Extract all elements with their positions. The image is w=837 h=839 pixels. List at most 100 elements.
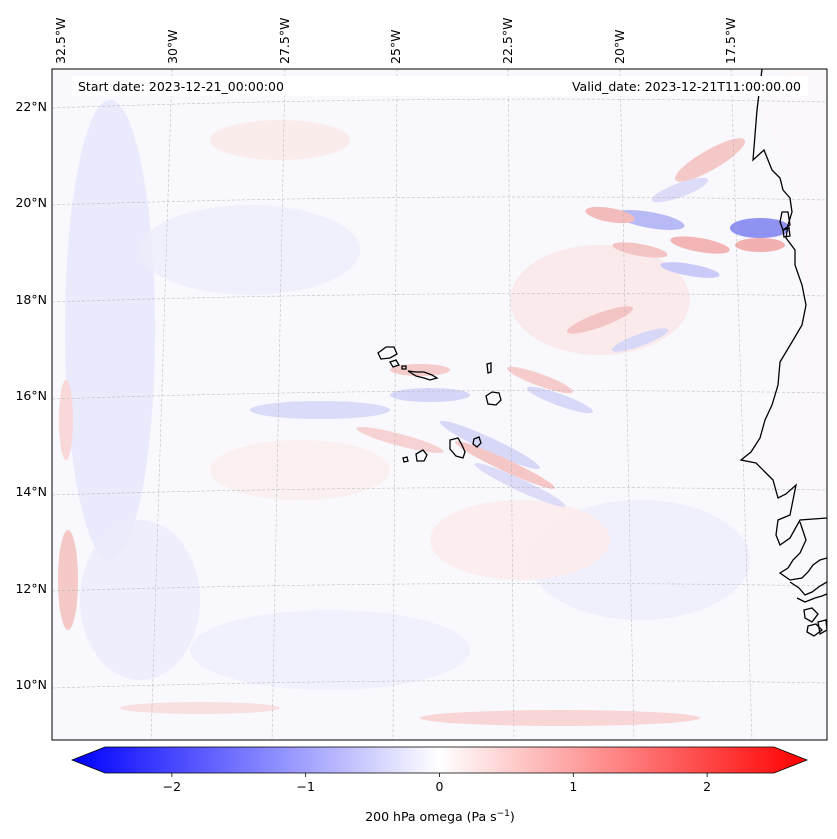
omega-blob	[527, 386, 593, 414]
island-outline	[779, 211, 791, 232]
colorbar-bar	[70, 746, 809, 774]
omega-blob	[735, 238, 785, 252]
longitude-gridline	[619, 69, 635, 740]
island-sal	[486, 362, 492, 374]
latitude-gridline	[52, 583, 827, 592]
coastline	[377, 69, 827, 637]
africa-coastline	[778, 521, 827, 581]
latitude-label: 14°N	[15, 484, 47, 499]
island-sao-nicolau	[407, 370, 439, 381]
omega-blob	[58, 530, 78, 630]
island-boa-vista	[485, 391, 502, 406]
start-date-label: Start date: 2023-12-21_00:00:00	[78, 79, 284, 94]
latitude-gridline	[52, 196, 827, 206]
latitude-label: 20°N	[15, 195, 47, 210]
africa-coastline	[796, 593, 827, 603]
latitude-gridline	[52, 390, 827, 400]
longitude-label: 22.5°W	[500, 18, 515, 64]
colorbar-label: 200 hPa omega (Pa s−1)	[365, 809, 515, 824]
latitude-labels: 22°N 20°N 18°N 16°N 14°N 12°N 10°N	[15, 99, 47, 692]
island-outline	[782, 227, 791, 238]
omega-blob	[65, 100, 155, 560]
omega-blob	[675, 138, 745, 182]
island-sao-vicente	[389, 359, 400, 368]
island-santiago	[449, 437, 466, 459]
latitude-label: 18°N	[15, 292, 47, 307]
longitude-gridline	[52, 69, 53, 120]
omega-blob	[120, 702, 280, 714]
africa-coastline	[739, 69, 827, 547]
omega-blob	[651, 177, 709, 203]
omega-blob	[730, 218, 790, 238]
latitude-label: 12°N	[15, 581, 47, 596]
colorbar-tick-label: −1	[296, 779, 314, 794]
omega-blob	[615, 210, 685, 230]
longitude-gridline	[392, 69, 398, 740]
colorbar-label-close: )	[510, 809, 515, 824]
header-bar	[72, 76, 808, 96]
omega-blob	[670, 236, 730, 254]
latitude-gridline	[52, 98, 827, 109]
omega-blob	[474, 463, 566, 507]
omega-blob	[507, 366, 573, 394]
colorbar-label-exponent: −1	[497, 809, 510, 819]
omega-blob	[210, 120, 350, 160]
map-panel: Start date: 2023-12-21_00:00:00 Valid_da…	[15, 18, 828, 741]
island-brava	[402, 456, 409, 463]
land-field	[745, 69, 827, 517]
omega-blob	[420, 710, 700, 726]
longitude-label: 27.5°W	[277, 18, 292, 64]
longitude-gridline	[507, 69, 515, 740]
valid-date-label: Valid_date: 2023-12-21T11:00:00.00	[572, 79, 801, 94]
omega-blob	[59, 380, 73, 460]
colorbar-tick-label: 0	[436, 779, 444, 794]
colorbar: −2 −1 0 1 2 200 hPa omega (Pa s−1)	[70, 746, 809, 824]
island-santa-luzia	[401, 365, 407, 370]
longitude-label: 20°W	[612, 29, 627, 64]
island-maio	[472, 436, 482, 448]
omega-blob	[356, 426, 444, 454]
omega-blob	[455, 441, 555, 489]
longitude-label: 32.5°W	[53, 18, 68, 64]
island-fogo	[415, 449, 428, 462]
gridlines	[52, 69, 827, 740]
longitude-label: 25°W	[388, 29, 403, 64]
colorbar-label-text: 200 hPa omega (Pa s	[365, 809, 496, 824]
colorbar-tick-label: −2	[163, 779, 181, 794]
latitude-label: 22°N	[15, 99, 47, 114]
omega-blob	[510, 245, 690, 355]
longitude-labels: 32.5°W 30°W 27.5°W 25°W 22.5°W 20°W 17.5…	[53, 18, 738, 64]
longitude-gridline	[150, 69, 173, 740]
longitude-gridline	[271, 69, 286, 740]
omega-blob	[585, 206, 635, 224]
island-santo-antao	[377, 346, 398, 360]
africa-coastline	[789, 581, 827, 596]
map-frame	[51, 68, 828, 741]
latitude-label: 16°N	[15, 388, 47, 403]
island-outline	[806, 623, 823, 637]
latitude-gridline	[52, 293, 827, 303]
island-outline	[803, 607, 819, 623]
omega-blob	[612, 242, 668, 258]
longitude-label: 17.5°W	[723, 18, 738, 64]
omega-blob	[390, 388, 470, 402]
omega-blob	[660, 262, 720, 278]
longitude-label: 30°W	[165, 29, 180, 64]
omega-field	[58, 69, 827, 726]
omega-blob	[80, 520, 200, 680]
omega-blob	[390, 364, 450, 376]
colorbar-ticks: −2 −1 0 1 2	[163, 773, 711, 794]
omega-blob	[210, 440, 390, 500]
colorbar-tick-label: 2	[703, 779, 711, 794]
latitude-gridline	[52, 680, 827, 689]
omega-blob	[190, 610, 470, 690]
latitude-gridline	[52, 487, 827, 496]
island-outline	[817, 619, 827, 636]
omega-blob	[250, 401, 390, 419]
omega-blob	[140, 205, 360, 295]
omega-blob	[440, 420, 540, 470]
omega-blob	[430, 500, 610, 580]
longitude-gridline	[730, 69, 753, 740]
omega-blob	[567, 306, 633, 334]
latitude-label: 10°N	[15, 677, 47, 692]
